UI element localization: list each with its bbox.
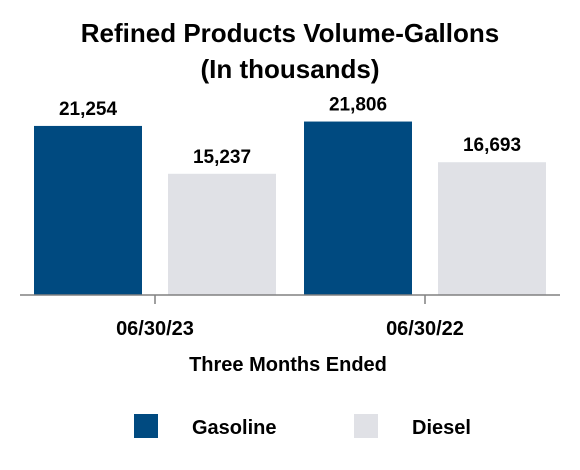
legend-swatch-gasoline [134,414,158,438]
value-label-gasoline-1: 21,806 [329,95,387,116]
bar-diesel-0 [168,173,276,295]
chart-title: Refined Products Volume-Gallons [81,18,499,48]
x-tick-label-0: 06/30/23 [116,318,194,340]
value-label-gasoline-0: 21,254 [59,99,118,120]
legend-swatch-diesel [354,414,378,438]
bar-gasoline-1 [304,121,412,295]
x-axis-tick-labels: 06/30/23 06/30/22 [116,318,464,340]
legend-label-diesel: Diesel [412,417,471,439]
bars-group [34,121,546,296]
value-label-diesel-0: 15,237 [193,147,251,168]
legend: Gasoline Diesel [134,414,471,439]
x-axis-ticks [154,295,426,304]
chart-subtitle: (In thousands) [200,54,379,84]
bar-diesel-1 [438,162,546,295]
legend-label-gasoline: Gasoline [192,417,276,439]
x-axis-title: Three Months Ended [189,354,387,376]
x-tick-label-1: 06/30/22 [386,318,464,340]
bar-gasoline-0 [34,125,142,296]
value-label-diesel-1: 16,693 [463,135,521,156]
value-labels-group: 21,254 21,806 15,237 16,693 [59,95,521,168]
